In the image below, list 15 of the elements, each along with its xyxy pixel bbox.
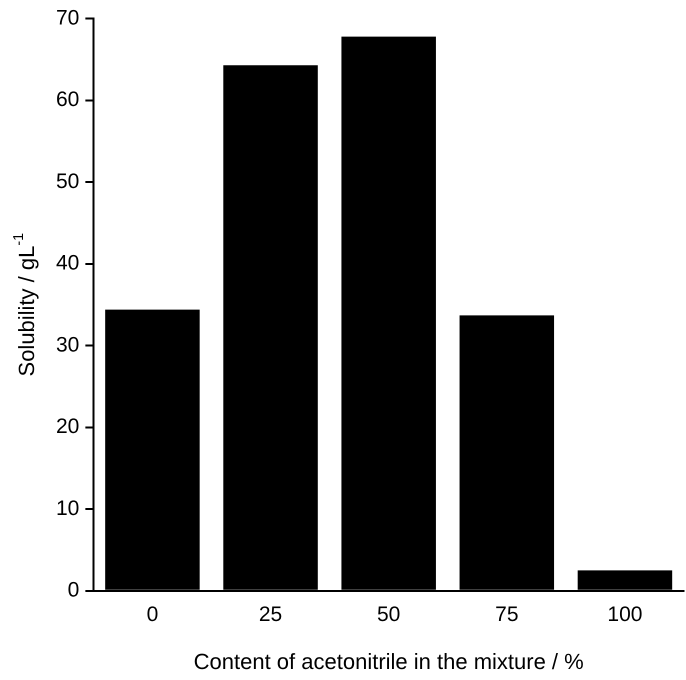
y-tick-label: 50 bbox=[56, 170, 80, 193]
x-tick-label: 50 bbox=[377, 603, 400, 626]
x-tick-label: 100 bbox=[607, 603, 642, 626]
y-tick-label: 10 bbox=[56, 496, 80, 520]
y-tick-label: 20 bbox=[56, 415, 80, 438]
x-axis-title: Content of acetonitrile in the mixture / % bbox=[194, 649, 584, 674]
y-tick-label: 40 bbox=[56, 252, 80, 275]
x-tick-label: 25 bbox=[258, 603, 282, 626]
y-tick-label: 70 bbox=[56, 6, 80, 30]
y-tick-label: 0 bbox=[68, 578, 80, 602]
y-tick-label: 30 bbox=[56, 333, 80, 356]
x-tick-label: 0 bbox=[146, 603, 158, 626]
y-tick-label: 60 bbox=[56, 88, 80, 112]
y-axis-title: Solubility / gL-1 bbox=[11, 232, 40, 376]
x-tick-label: 75 bbox=[495, 603, 518, 626]
